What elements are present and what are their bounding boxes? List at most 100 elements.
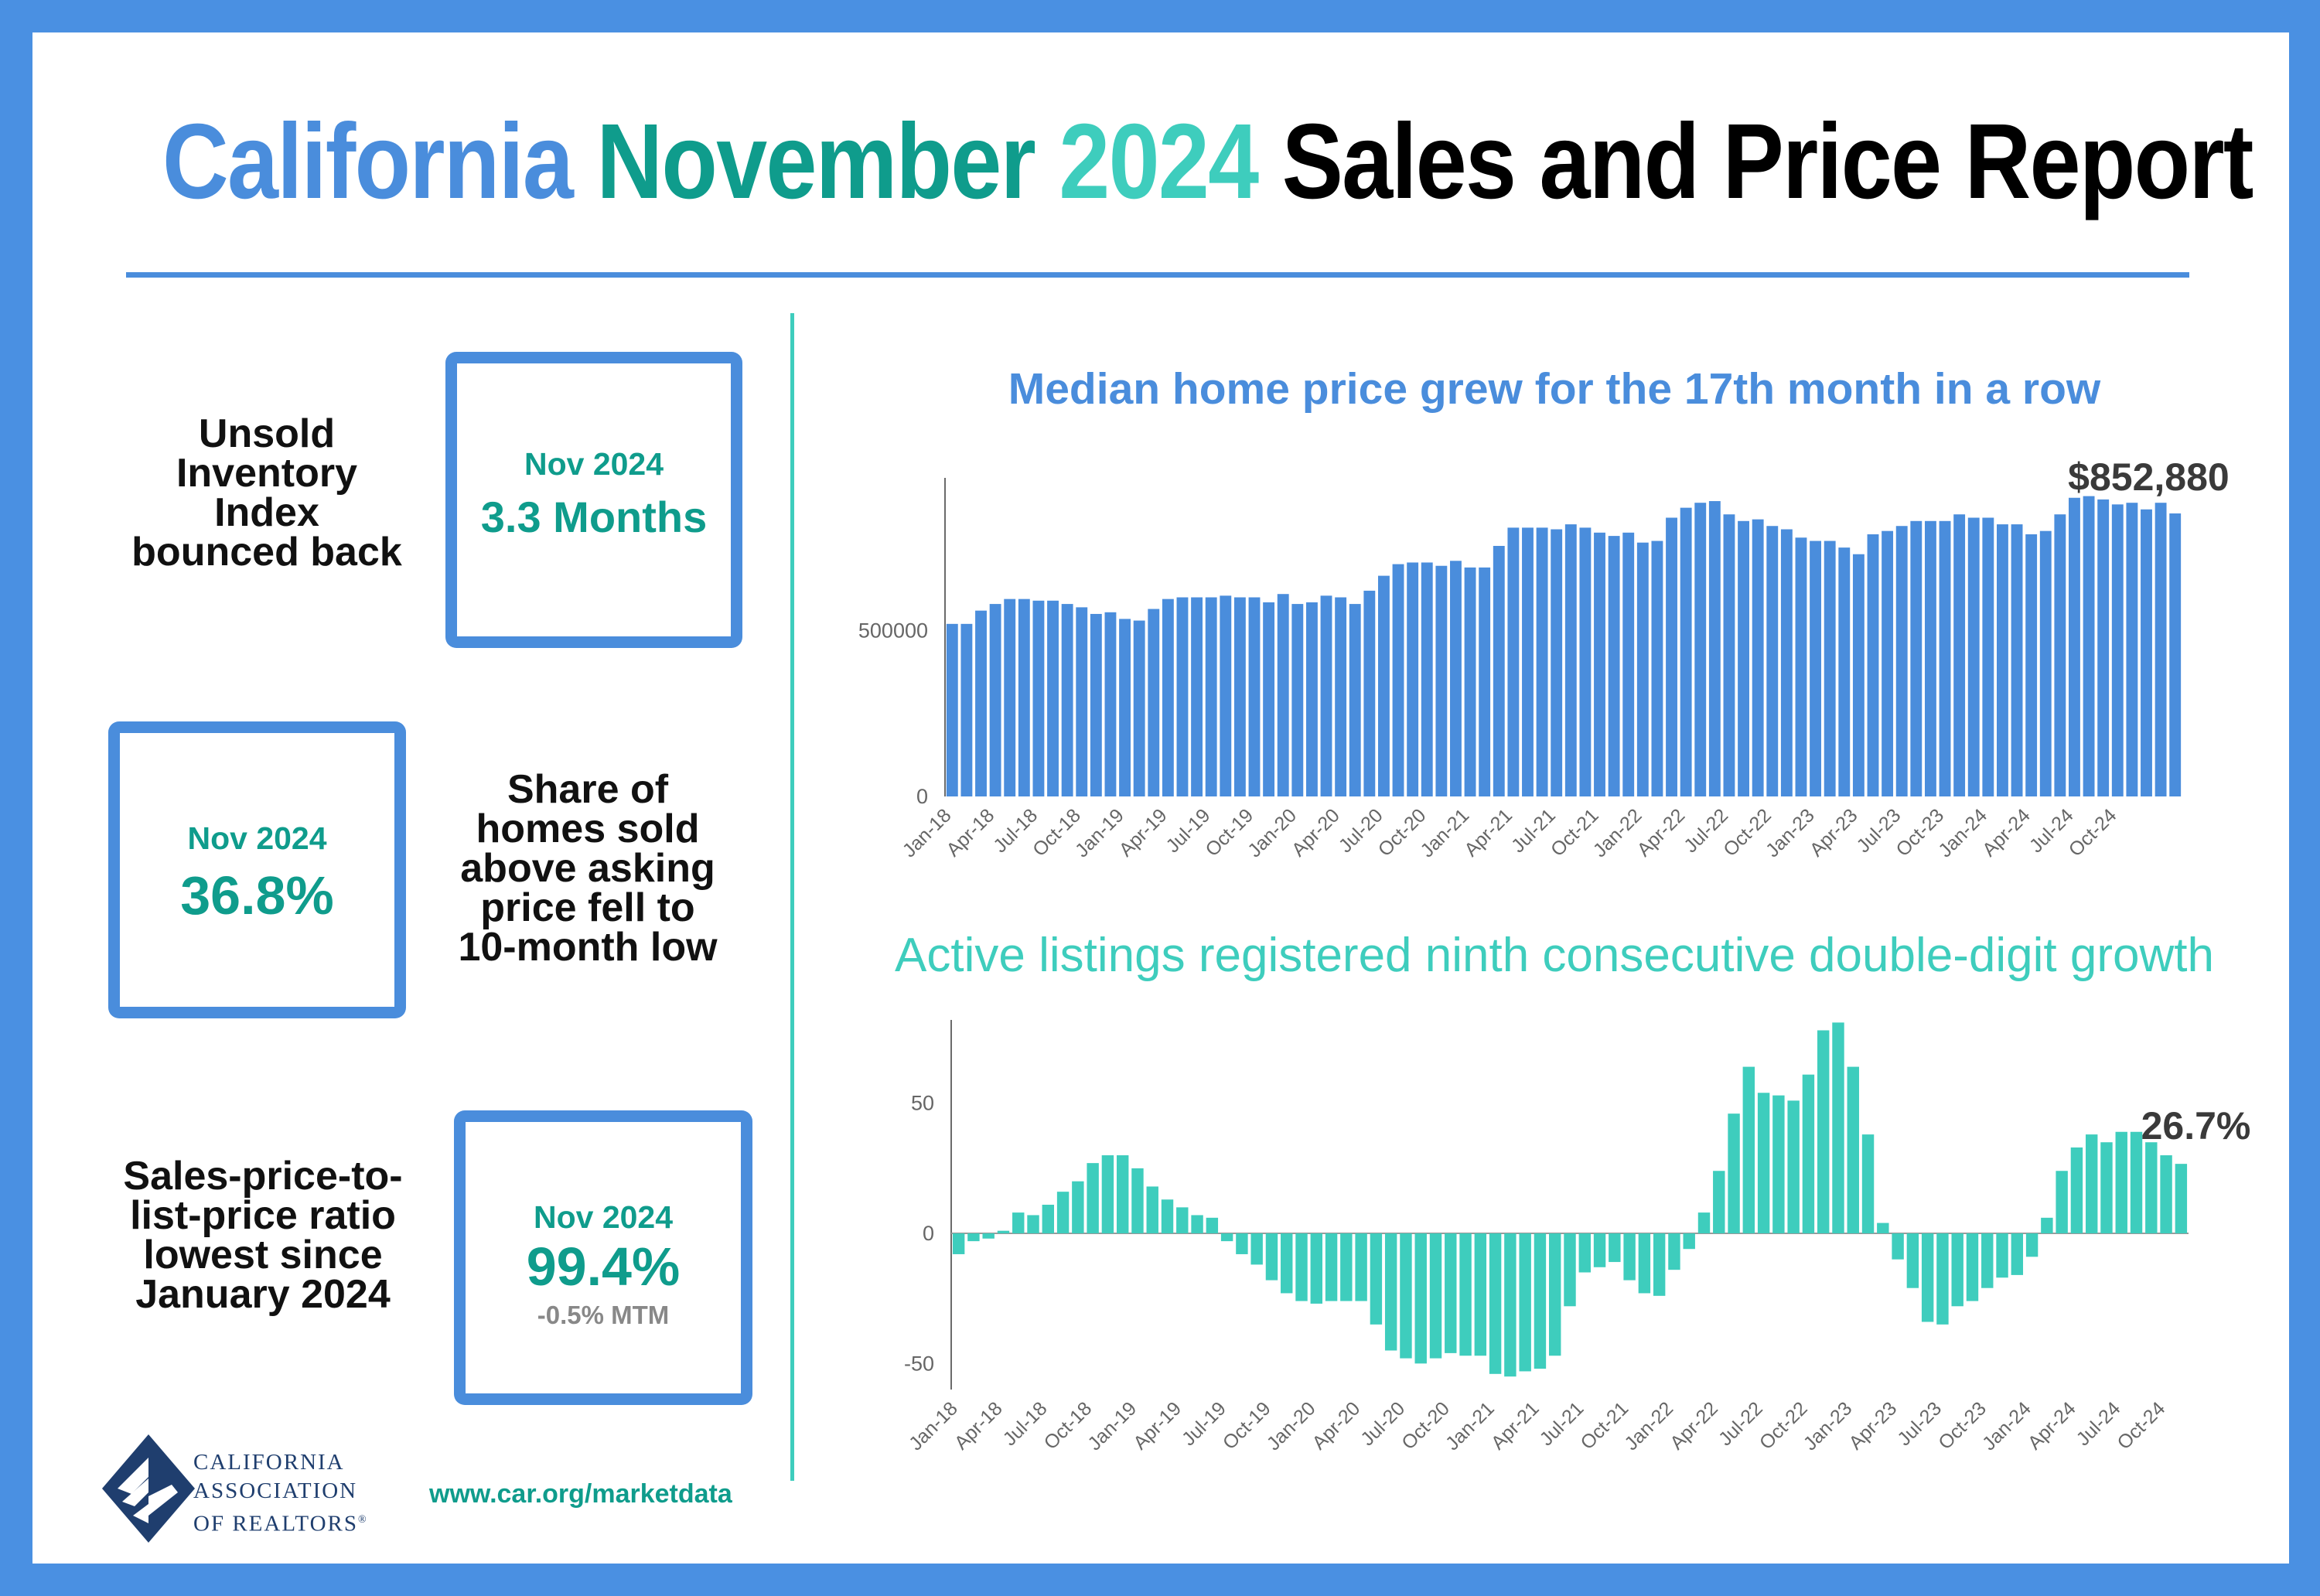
listings-bar xyxy=(1683,1233,1695,1250)
price-bar xyxy=(1795,537,1807,796)
registered-mark: ® xyxy=(357,1514,368,1526)
listings-bar xyxy=(1384,1233,1397,1351)
listings-bar xyxy=(1757,1093,1770,1234)
price-bar xyxy=(1119,619,1131,796)
listings-bar xyxy=(1489,1233,1502,1374)
listings-x-tick-label: Jan-19 xyxy=(1083,1397,1141,1454)
org-name: CALIFORNIA ASSOCIATION OF REALTORS® xyxy=(193,1448,368,1539)
price-bar xyxy=(1766,526,1779,796)
price-bar xyxy=(1708,501,1721,796)
price-bar xyxy=(1248,597,1261,796)
kpi-inventory-label-line: bounced back xyxy=(131,530,402,575)
price-bar xyxy=(2011,524,2023,796)
price-x-tick-label: Jan-21 xyxy=(1416,804,1473,861)
price-bar xyxy=(1191,597,1203,796)
price-bar xyxy=(1982,517,1994,796)
listings-bar xyxy=(1609,1233,1621,1263)
kpi-inventory-value: 3.3 Months xyxy=(480,493,708,541)
listings-x-tick-label: Oct-23 xyxy=(1934,1397,1991,1454)
title-month: November xyxy=(596,102,1035,221)
listings-bar xyxy=(1236,1233,1248,1254)
listings-bar xyxy=(2160,1155,2172,1234)
price-bar xyxy=(1305,602,1318,796)
kpi-inventory-label-line: Unsold xyxy=(198,411,336,456)
listings-bar xyxy=(1012,1212,1025,1234)
listings-x-tick-label: Jan-18 xyxy=(905,1397,962,1454)
listings-y-tick-label: -50 xyxy=(904,1352,934,1375)
price-bar xyxy=(1435,565,1448,796)
listings-bar xyxy=(1742,1066,1755,1234)
price-bar xyxy=(1594,532,1605,796)
price-bar xyxy=(1536,527,1548,797)
listings-x-tick-label: Jan-23 xyxy=(1800,1397,1857,1454)
price-bar xyxy=(989,604,1001,796)
listings-bar xyxy=(1847,1066,1859,1234)
price-bar xyxy=(1162,598,1174,796)
active-listings-chart: -50050Jan-18Apr-18Jul-18Oct-18Jan-19Apr-… xyxy=(904,1020,2250,1454)
price-bar xyxy=(1651,541,1663,796)
price-bar xyxy=(1479,567,1491,797)
listings-bar xyxy=(1861,1134,1875,1234)
listings-bar xyxy=(952,1233,965,1254)
listings-bar xyxy=(1951,1233,1963,1307)
footer-url-link[interactable]: www.car.org/marketdata xyxy=(429,1479,732,1509)
listings-x-tick-label: Oct-24 xyxy=(2113,1397,2169,1454)
listings-bar xyxy=(997,1230,1010,1234)
listings-chart-title: Active listings registered ninth consecu… xyxy=(895,929,2214,982)
listings-bar xyxy=(1220,1233,1233,1242)
price-bar xyxy=(1004,598,1016,796)
kpi-above-asking-label-line: price fell to xyxy=(480,885,695,930)
listings-bar xyxy=(1056,1192,1070,1234)
price-bar xyxy=(1752,519,1764,796)
price-bar xyxy=(1233,597,1246,796)
listings-bar xyxy=(1131,1168,1144,1234)
price-bar xyxy=(2141,509,2152,796)
kpi-ratio-label-line: Sales-price-to- xyxy=(123,1154,403,1199)
listings-bar xyxy=(1564,1233,1576,1307)
price-bar xyxy=(2126,503,2138,796)
listings-bar xyxy=(1728,1113,1740,1234)
price-x-tick-label: Apr-20 xyxy=(1288,804,1344,861)
price-x-tick-label: Apr-23 xyxy=(1806,804,1862,861)
kpi-above-asking-label-line: 10-month low xyxy=(458,925,718,970)
price-bar xyxy=(1076,607,1088,797)
listings-bar xyxy=(1787,1100,1800,1234)
kpi-above-asking-value: 36.8% xyxy=(180,865,334,926)
listings-bar xyxy=(1593,1233,1606,1267)
listings-bar xyxy=(1265,1233,1278,1281)
listings-bar xyxy=(1921,1233,1934,1322)
price-bar xyxy=(1564,524,1577,796)
listings-bar xyxy=(1623,1233,1636,1281)
price-bar xyxy=(1291,604,1304,796)
price-bar xyxy=(1148,609,1160,796)
listings-bar xyxy=(1772,1095,1785,1234)
org-name-line: ASSOCIATION xyxy=(193,1478,358,1503)
listings-bar xyxy=(1668,1233,1680,1270)
price-bar xyxy=(975,610,987,796)
listings-x-tick-label: Apr-19 xyxy=(1129,1397,1186,1454)
price-bar xyxy=(1780,529,1793,796)
kpi-above-asking-label-line: homes sold xyxy=(476,807,700,851)
price-bar xyxy=(1335,597,1347,796)
price-bar xyxy=(1636,542,1649,796)
listings-bar xyxy=(1713,1171,1725,1234)
price-bar xyxy=(1924,520,1936,796)
price-bar xyxy=(1363,590,1376,796)
price-bar xyxy=(1579,527,1592,797)
price-chart-title: Median home price grew for the 17th mont… xyxy=(1008,364,2101,414)
title-year: 2024 xyxy=(1059,102,1259,221)
listings-bar xyxy=(1549,1233,1561,1356)
price-bar xyxy=(1910,520,1923,796)
listings-x-tick-label: Oct-22 xyxy=(1755,1397,1812,1454)
listings-x-tick-label: Jan-21 xyxy=(1441,1397,1499,1454)
kpi-ratio-box: Nov 2024 99.4% -0.5% MTM xyxy=(454,1110,752,1405)
price-bar xyxy=(1838,547,1851,797)
price-bar xyxy=(1680,507,1692,797)
listings-bar xyxy=(1832,1022,1844,1234)
column-divider xyxy=(790,313,794,1481)
org-name-line: CALIFORNIA xyxy=(193,1450,345,1475)
kpi-above-asking-label-line: Share of xyxy=(507,767,669,812)
price-bar xyxy=(1450,561,1462,796)
price-x-tick-label: Jan-23 xyxy=(1762,804,1819,861)
listings-bar xyxy=(1087,1163,1099,1234)
